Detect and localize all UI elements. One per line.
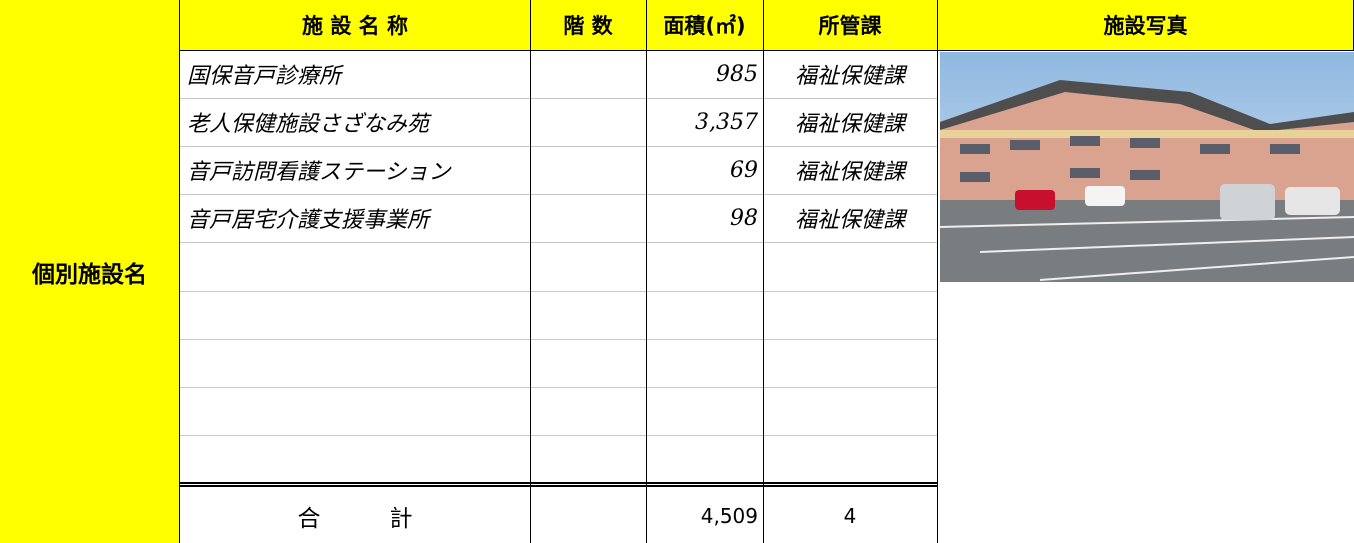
header-area: 面積(㎡)	[646, 0, 763, 50]
row-line	[180, 146, 937, 148]
row-line	[180, 386, 937, 388]
col-line	[763, 0, 764, 543]
area: 98	[730, 205, 758, 231]
facility-name: 音戸居宅介護支援事業所	[187, 208, 430, 234]
dept: 福祉保健課	[794, 112, 905, 138]
col-line	[937, 0, 938, 543]
facility-name: 音戸訪問看護ステーション	[187, 160, 451, 186]
side-label: 個別施設名	[0, 0, 180, 543]
row-line	[180, 194, 937, 196]
area: 985	[716, 61, 758, 87]
row-line	[180, 338, 937, 340]
row-line	[180, 290, 937, 292]
double-line	[180, 482, 937, 487]
row-line	[180, 98, 937, 100]
col-line	[530, 0, 531, 543]
header-border	[180, 50, 1354, 51]
header-floors: 階 数	[530, 0, 646, 50]
total-area: 4,509	[700, 503, 758, 528]
header-dept: 所管課	[763, 0, 937, 50]
header-photo: 施設写真	[937, 0, 1354, 50]
area: 69	[730, 157, 758, 183]
row-line	[180, 242, 937, 244]
facility-name: 国保音戸診療所	[187, 64, 342, 90]
total-label: 合 計	[297, 505, 413, 532]
facility-photo	[940, 52, 1354, 282]
dept: 福祉保健課	[794, 160, 905, 186]
row-line	[180, 434, 937, 436]
dept: 福祉保健課	[794, 64, 905, 90]
dept: 福祉保健課	[794, 208, 905, 234]
facility-name: 老人保健施設さざなみ苑	[187, 112, 430, 138]
area: 3,357	[695, 109, 758, 135]
header-name: 施 設 名 称	[180, 0, 530, 50]
total-count: 4	[843, 503, 857, 528]
col-line	[646, 0, 647, 543]
